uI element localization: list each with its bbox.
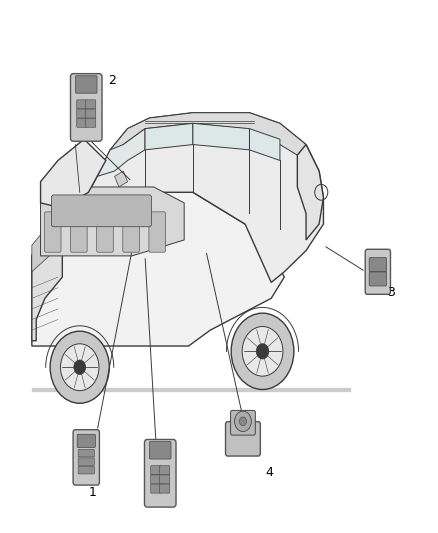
FancyBboxPatch shape: [149, 212, 166, 252]
Circle shape: [256, 344, 269, 359]
Circle shape: [235, 411, 251, 432]
Circle shape: [74, 360, 86, 375]
Polygon shape: [88, 113, 323, 282]
FancyBboxPatch shape: [369, 272, 387, 286]
FancyBboxPatch shape: [145, 440, 176, 507]
FancyBboxPatch shape: [78, 458, 94, 465]
Polygon shape: [41, 139, 106, 208]
FancyBboxPatch shape: [77, 434, 95, 447]
FancyBboxPatch shape: [71, 74, 102, 141]
Text: 2: 2: [109, 74, 117, 86]
FancyBboxPatch shape: [151, 466, 161, 475]
Circle shape: [239, 417, 247, 426]
Polygon shape: [106, 113, 306, 160]
FancyBboxPatch shape: [160, 484, 170, 493]
Polygon shape: [297, 144, 323, 240]
FancyBboxPatch shape: [77, 100, 87, 109]
FancyBboxPatch shape: [149, 442, 171, 459]
Circle shape: [60, 344, 99, 391]
FancyBboxPatch shape: [78, 449, 94, 457]
FancyBboxPatch shape: [151, 475, 161, 484]
Polygon shape: [193, 123, 250, 150]
FancyBboxPatch shape: [369, 257, 387, 272]
FancyBboxPatch shape: [78, 466, 94, 474]
FancyBboxPatch shape: [86, 100, 96, 109]
FancyBboxPatch shape: [160, 466, 170, 475]
FancyBboxPatch shape: [226, 422, 260, 456]
FancyBboxPatch shape: [151, 484, 161, 493]
FancyBboxPatch shape: [77, 118, 87, 127]
FancyBboxPatch shape: [97, 212, 113, 252]
Polygon shape: [115, 171, 127, 187]
Polygon shape: [97, 128, 145, 176]
FancyBboxPatch shape: [77, 109, 87, 118]
FancyBboxPatch shape: [86, 118, 96, 127]
Text: 3: 3: [387, 286, 395, 298]
Text: 4: 4: [265, 466, 273, 479]
Circle shape: [231, 313, 294, 390]
FancyBboxPatch shape: [230, 410, 255, 435]
Circle shape: [50, 331, 110, 403]
FancyBboxPatch shape: [123, 212, 139, 252]
Circle shape: [242, 327, 283, 376]
FancyBboxPatch shape: [71, 212, 87, 252]
Polygon shape: [145, 123, 193, 150]
FancyBboxPatch shape: [51, 195, 152, 227]
FancyBboxPatch shape: [86, 109, 96, 118]
Polygon shape: [250, 128, 280, 160]
FancyBboxPatch shape: [73, 430, 99, 485]
Polygon shape: [32, 192, 284, 346]
FancyBboxPatch shape: [365, 249, 391, 294]
FancyBboxPatch shape: [45, 212, 61, 252]
Polygon shape: [32, 224, 58, 272]
Polygon shape: [41, 187, 184, 256]
Polygon shape: [32, 208, 62, 341]
Text: 1: 1: [89, 486, 97, 498]
FancyBboxPatch shape: [75, 76, 97, 93]
FancyBboxPatch shape: [160, 475, 170, 484]
